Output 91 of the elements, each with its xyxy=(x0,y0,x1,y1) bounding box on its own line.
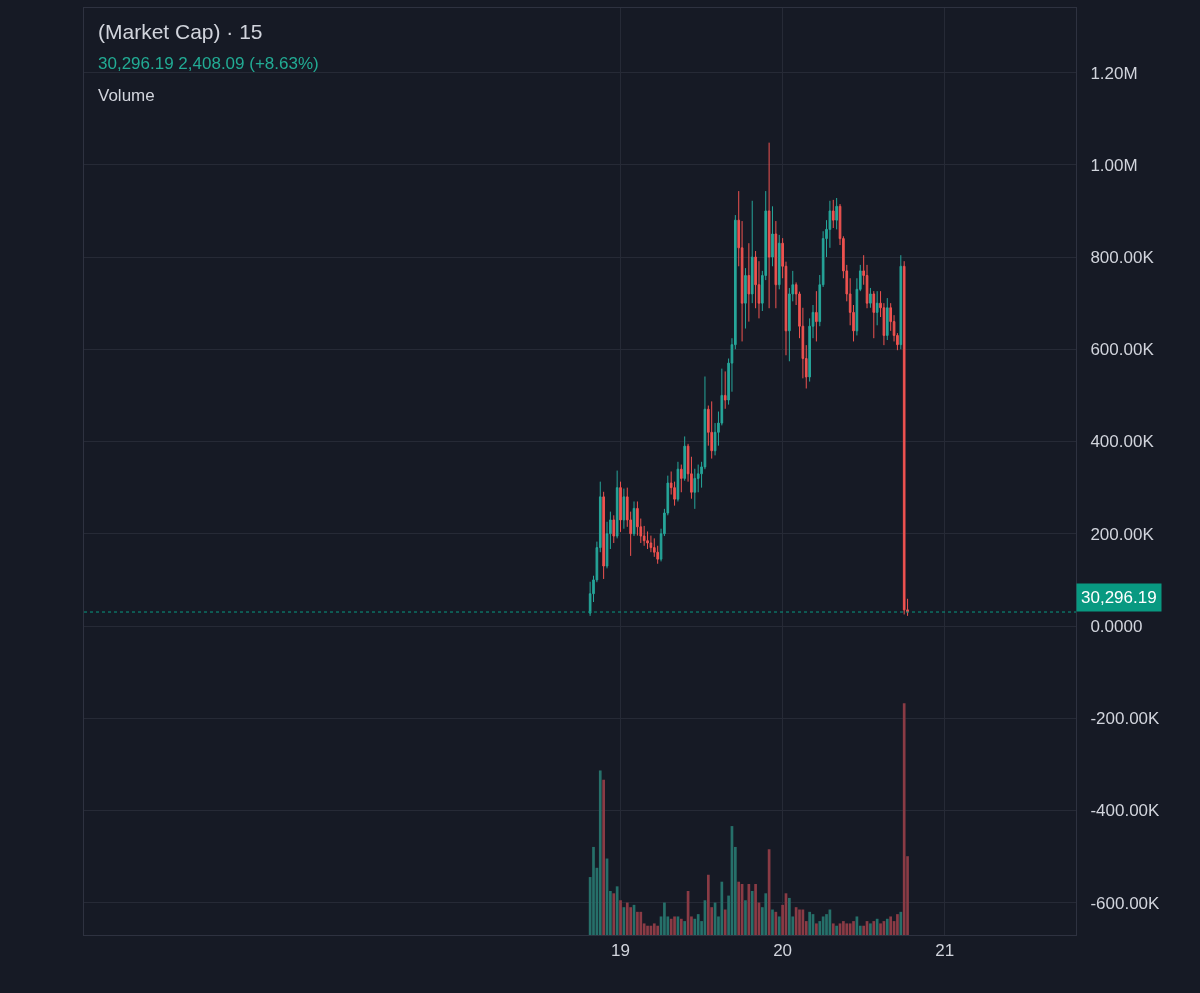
bar xyxy=(693,918,697,935)
bar xyxy=(598,770,602,935)
candlestick xyxy=(869,287,872,309)
text: (Market Cap) · 15 xyxy=(98,20,263,44)
bar xyxy=(788,897,791,935)
bar xyxy=(646,925,649,935)
bar xyxy=(663,902,666,935)
candlestick xyxy=(683,435,686,482)
candlestick xyxy=(679,464,683,493)
bar xyxy=(889,916,893,935)
bar xyxy=(798,909,801,935)
y-tick-label: -600.00K xyxy=(1090,893,1161,913)
y-tick-label: 0.0000 xyxy=(1090,616,1143,636)
candlestick xyxy=(723,370,727,410)
bar xyxy=(835,925,838,935)
candlestick xyxy=(771,205,774,267)
bar xyxy=(720,881,724,935)
x-tick-label: 19 xyxy=(611,941,630,961)
bar xyxy=(612,893,616,935)
candlestick xyxy=(885,297,889,341)
chart-title: Volume xyxy=(98,86,155,105)
candlestick xyxy=(835,197,838,230)
bar xyxy=(845,923,849,935)
candlestick xyxy=(767,142,771,309)
candlestick xyxy=(875,290,879,326)
candlestick xyxy=(872,290,876,339)
bar xyxy=(754,884,757,935)
y-tick-label: 800.00K xyxy=(1090,247,1155,267)
bar xyxy=(879,923,882,935)
bar xyxy=(771,909,774,935)
candlestick xyxy=(602,491,605,580)
bar xyxy=(615,886,619,935)
candlestick xyxy=(632,500,636,537)
candlestick xyxy=(649,535,653,553)
y-tick-label: -400.00K xyxy=(1090,801,1161,821)
candlestick xyxy=(612,514,616,544)
bar xyxy=(602,779,605,935)
bar xyxy=(706,874,710,935)
bar xyxy=(683,921,687,935)
bar xyxy=(673,916,676,935)
candlestick xyxy=(615,470,619,539)
y-tick-label: 1.00M xyxy=(1090,155,1138,175)
candlestick xyxy=(747,242,751,323)
bar xyxy=(815,923,818,935)
bar xyxy=(750,890,754,935)
y-tick-label: 1.20M xyxy=(1090,63,1138,83)
x-tick-label: 20 xyxy=(773,941,793,961)
bar xyxy=(764,893,768,935)
bar xyxy=(639,911,643,935)
candlestick xyxy=(902,260,906,615)
bar xyxy=(656,925,660,935)
bar xyxy=(825,914,828,935)
bar xyxy=(902,703,906,935)
candlestick xyxy=(646,530,649,550)
bar xyxy=(629,907,632,935)
candlestick xyxy=(750,200,754,304)
candlestick xyxy=(815,290,818,342)
candlestick xyxy=(622,488,626,530)
bar xyxy=(852,921,855,935)
bar xyxy=(625,902,629,935)
candlestick xyxy=(676,461,680,502)
candlestick xyxy=(777,234,781,290)
y-tick-label: 400.00K xyxy=(1090,432,1155,452)
candlestick xyxy=(710,400,714,460)
bar xyxy=(862,925,866,935)
bar xyxy=(696,914,700,935)
bar xyxy=(869,923,872,935)
y-tick-label: -200.00K xyxy=(1090,709,1161,729)
bar xyxy=(831,923,835,935)
candlestick xyxy=(693,468,697,510)
bar xyxy=(808,911,811,935)
bar xyxy=(636,911,639,935)
bar xyxy=(896,914,899,935)
x-tick-label: 21 xyxy=(935,941,955,961)
bar xyxy=(744,900,747,935)
candlestick xyxy=(744,267,747,330)
ref-line-label: 30,296.19 xyxy=(1081,588,1157,607)
bar xyxy=(592,846,595,935)
candlestick xyxy=(619,481,622,533)
bar xyxy=(619,900,622,935)
bar xyxy=(899,911,903,935)
bar xyxy=(848,923,852,935)
bar xyxy=(842,921,845,935)
candlestick xyxy=(831,199,835,229)
bar xyxy=(777,916,781,935)
candlestick xyxy=(774,220,778,309)
y-tick-label: 200.00K xyxy=(1090,524,1155,544)
bar xyxy=(723,909,727,935)
candlestick xyxy=(899,254,903,350)
y-tick-label: 600.00K xyxy=(1090,340,1155,360)
text: 30,296.19 2,408.09 (+8.63%) xyxy=(98,54,319,73)
